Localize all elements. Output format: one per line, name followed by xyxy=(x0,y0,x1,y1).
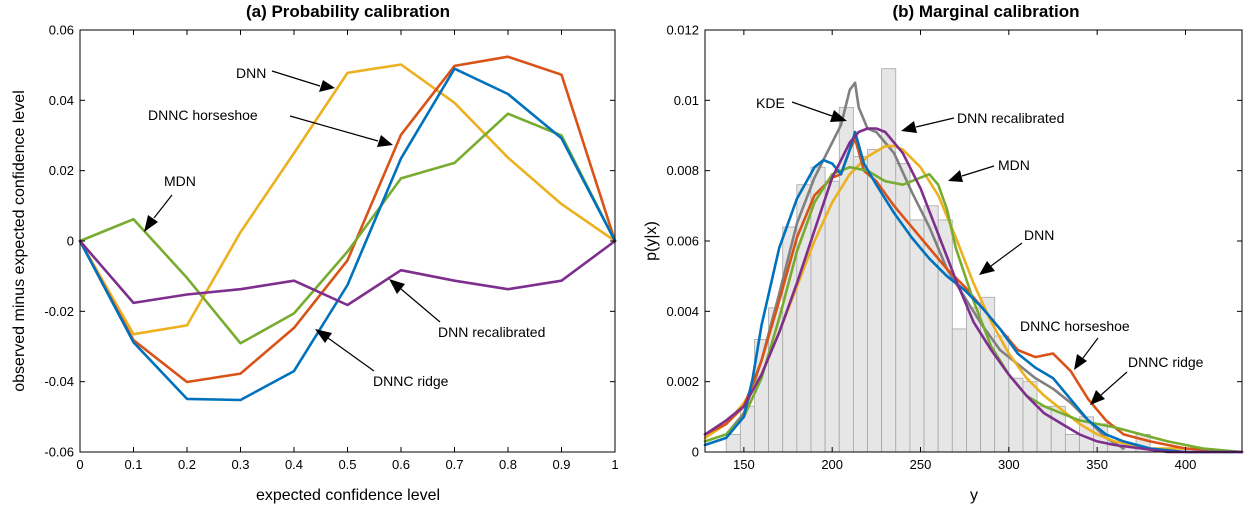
histogram-bar xyxy=(796,184,812,453)
annotation-a-dnnc-horseshoe: DNNC horseshoe xyxy=(148,107,258,123)
histogram-bar xyxy=(824,180,840,453)
annotation-b-dnn-recalibrated-arrow xyxy=(915,117,955,128)
annotation-a-dnnc-horseshoe-arrowhead xyxy=(377,135,393,147)
y-tick-label: 0.04 xyxy=(49,93,74,108)
x-tick-label: 0.9 xyxy=(552,457,570,472)
x-tick-label: 400 xyxy=(1175,457,1197,472)
annotation-b-mdn-arrow xyxy=(961,165,995,177)
annotation-b-dnn: DNN xyxy=(1024,227,1054,243)
chart-b-title: (b) Marginal calibration xyxy=(892,2,1079,21)
annotation-b-dnn-recalibrated-arrowhead xyxy=(901,121,917,133)
y-tick-label: 0.01 xyxy=(674,93,699,108)
series-line-dnn-recalibrated xyxy=(703,127,1244,454)
y-tick-label: 0 xyxy=(67,234,74,249)
y-tick-label: -0.06 xyxy=(44,445,74,460)
annotation-b-dnnc-ridge-arrow xyxy=(1100,371,1128,396)
y-tick-label: -0.02 xyxy=(44,304,74,319)
annotation-a-dnnc-ridge-arrowhead xyxy=(315,329,332,343)
annotation-b-dnnc-horseshoe-arrowhead xyxy=(1074,354,1087,370)
series-line-kde xyxy=(724,81,1125,450)
y-tick-label: 0.006 xyxy=(666,234,699,249)
x-tick-label: 200 xyxy=(821,457,843,472)
annotation-a-dnnc-horseshoe-arrow xyxy=(289,115,379,142)
annotation-b-dnn-arrow xyxy=(990,242,1023,267)
x-tick-label: 0.5 xyxy=(338,457,356,472)
x-tick-label: 1 xyxy=(611,457,618,472)
chart-a-ylabel: observed minus expected confidence level xyxy=(11,90,28,392)
chart-b-ylabel: p(y|x) xyxy=(643,221,660,261)
series-line-mdn xyxy=(703,165,1244,454)
y-tick-label: -0.04 xyxy=(44,374,74,389)
series-line-dnn-recalibrated xyxy=(78,239,617,307)
histogram-bar xyxy=(852,156,868,453)
histogram-bar xyxy=(881,68,897,453)
annotation-a-dnn-recalibrated-arrowhead xyxy=(389,279,405,294)
x-tick-label: 250 xyxy=(910,457,932,472)
annotation-a-dnn: DNN xyxy=(236,65,266,81)
x-tick-label: 0 xyxy=(76,457,83,472)
annotation-a-dnnc-ridge-arrow xyxy=(327,337,375,372)
series-line-dnn xyxy=(78,63,617,336)
chart-a-title: (a) Probability calibration xyxy=(246,2,450,21)
y-tick-label: 0 xyxy=(692,445,699,460)
x-tick-label: 0.8 xyxy=(499,457,517,472)
y-tick-label: 0.004 xyxy=(666,304,699,319)
x-tick-label: 0.7 xyxy=(445,457,463,472)
x-tick-label: 150 xyxy=(733,457,755,472)
annotation-b-mdn-arrowhead xyxy=(948,170,963,182)
annotation-b-mdn: MDN xyxy=(998,157,1030,173)
x-tick-label: 0.6 xyxy=(392,457,410,472)
y-tick-label: 0.008 xyxy=(666,163,699,178)
annotation-a-dnn-recalibrated-arrow xyxy=(400,288,441,323)
annotation-a-mdn-arrowhead xyxy=(144,215,158,232)
series-line-mdn xyxy=(78,112,617,345)
annotation-b-dnnc-horseshoe: DNNC horseshoe xyxy=(1020,318,1130,334)
x-tick-label: 0.3 xyxy=(231,457,249,472)
annotation-b-kde-arrowhead xyxy=(830,110,847,122)
annotation-a-dnn-arrow xyxy=(271,70,321,87)
annotation-b-kde-arrow xyxy=(791,101,833,117)
x-tick-label: 0.1 xyxy=(124,457,142,472)
x-tick-label: 0.4 xyxy=(285,457,303,472)
series-line-dnnc-ridge xyxy=(78,67,617,402)
annotation-a-mdn: MDN xyxy=(164,173,196,189)
y-tick-label: 0.012 xyxy=(666,23,699,38)
histogram-bar xyxy=(895,163,911,453)
x-tick-label: 0.2 xyxy=(178,457,196,472)
annotation-a-dnnc-ridge: DNNC ridge xyxy=(373,373,449,389)
y-tick-label: 0.02 xyxy=(49,163,74,178)
annotation-b-kde: KDE xyxy=(756,95,785,111)
annotation-a-dnn-recalibrated: DNN recalibrated xyxy=(438,324,545,340)
annotation-b-dnnc-ridge-arrowhead xyxy=(1090,390,1105,405)
x-tick-label: 350 xyxy=(1086,457,1108,472)
annotation-b-dnn-arrowhead xyxy=(979,261,995,275)
chart-b-xlabel: y xyxy=(970,487,978,504)
annotation-a-dnn-arrowhead xyxy=(319,80,335,92)
annotation-b-dnnc-ridge: DNNC ridge xyxy=(1128,354,1204,370)
histogram-bar xyxy=(1064,434,1080,453)
y-tick-label: 0.002 xyxy=(666,374,699,389)
chart-a-xlabel: expected confidence level xyxy=(256,487,440,504)
histogram-bar xyxy=(951,328,967,453)
y-tick-label: 0.06 xyxy=(49,23,74,38)
histogram-bar xyxy=(909,219,925,453)
series-line-dnnc-ridge xyxy=(703,130,1244,454)
histogram-bar xyxy=(867,149,883,453)
annotation-a-mdn-arrow xyxy=(153,194,173,219)
panel-probability-calibration: (a) Probability calibration 0 0.1 0.2 0.3 0.… xyxy=(11,2,619,504)
x-tick-label: 300 xyxy=(998,457,1020,472)
series-line-dnnc-horseshoe xyxy=(78,55,617,384)
annotation-b-dnn-recalibrated: DNN recalibrated xyxy=(957,110,1064,126)
chart-a-axes-box xyxy=(79,29,616,453)
annotation-b-dnnc-horseshoe-arrow xyxy=(1082,337,1099,359)
panel-marginal-calibration: (b) Marginal calibration 150 200 250 300 350… xyxy=(643,2,1244,504)
